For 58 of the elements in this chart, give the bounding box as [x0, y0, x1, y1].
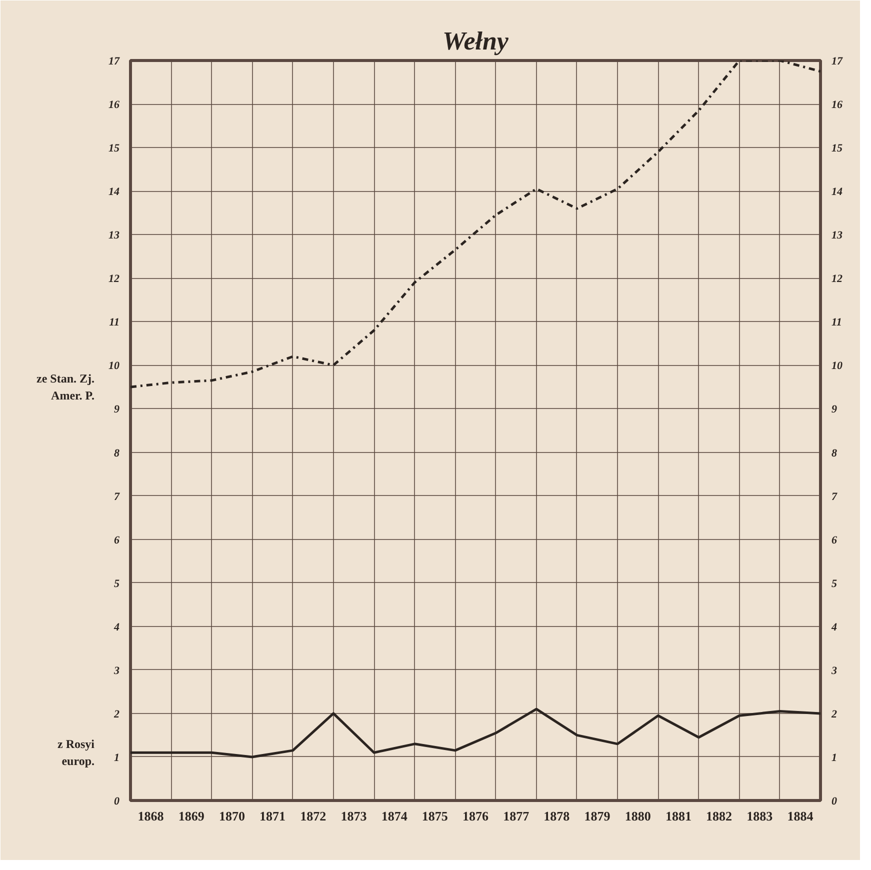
y2-tick-label: 11 [832, 316, 842, 329]
y-tick-label: 8 [114, 447, 120, 460]
y2-tick-label: 2 [830, 708, 838, 720]
y2-tick-label: 14 [832, 186, 843, 198]
y2-tick-label: 10 [832, 360, 843, 372]
text: z Rosyi europ. [58, 737, 96, 768]
x-tick-label: 1868 [138, 808, 164, 824]
y-tick-label: 3 [113, 664, 120, 677]
y-tick-label: 11 [109, 316, 120, 329]
line-series [130, 708, 820, 758]
y-tick-label: 0 [114, 796, 120, 808]
y2-tick-label: 9 [832, 404, 838, 416]
y2-tick-label: 6 [832, 534, 838, 546]
y-tick-label: 4 [113, 621, 120, 634]
y2-tick-label: 8 [832, 447, 838, 460]
y2-tick-label: 16 [832, 99, 843, 112]
y-tick-label: 14 [108, 186, 120, 198]
y-tick-label: 17 [108, 56, 120, 68]
y2-tick-label: 1 [832, 752, 837, 764]
line-series [130, 60, 820, 388]
y2-tick-label: 15 [832, 142, 843, 155]
x-tick-label: 1876 [462, 808, 489, 824]
chart-title: Wełny [442, 26, 509, 56]
x-tick-label: 1878 [544, 808, 570, 824]
y2-tick-label: 0 [832, 796, 838, 808]
x-tick-label: 1881 [665, 808, 692, 824]
x-tick-label: 1884 [787, 808, 814, 824]
y-tick-label: 16 [108, 99, 120, 112]
x-tick-label: 1879 [584, 808, 611, 824]
y2-tick-label: 7 [832, 490, 838, 503]
y-tick-label: 15 [108, 142, 120, 155]
x-tick-label: 1870 [218, 808, 245, 824]
x-tick-label: 1874 [381, 808, 408, 824]
x-tick-label: 1882 [706, 808, 732, 824]
x-tick-label: 1880 [624, 808, 651, 824]
y2-tick-label: 12 [832, 273, 843, 286]
y2-tick-label: 17 [832, 56, 843, 68]
x-tick-label: 1873 [340, 808, 368, 824]
y2-tick-label: 4 [830, 621, 838, 634]
x-tick-label: 1877 [503, 808, 530, 824]
y-tick-label: 1 [114, 752, 120, 764]
x-tick-label: 1869 [178, 808, 205, 824]
y-tick-label: 5 [114, 578, 120, 590]
y-tick-label: 10 [108, 360, 120, 372]
x-tick-label: 1875 [422, 808, 448, 824]
x-tick-label: 1872 [300, 808, 326, 824]
y-tick-label: 13 [108, 230, 120, 242]
x-tick-label: 1871 [260, 808, 286, 824]
y-tick-label: 6 [114, 534, 120, 546]
y-tick-label: 12 [108, 273, 120, 286]
x-tick-label: 1883 [746, 808, 774, 824]
y-tick-label: 7 [114, 490, 120, 503]
y-tick-label: 2 [113, 708, 120, 720]
y2-tick-label: 3 [830, 664, 838, 677]
y2-tick-label: 13 [832, 230, 843, 242]
y2-tick-label: 5 [832, 578, 838, 590]
text: ze Stan. Zj. Amer. P. [36, 372, 95, 402]
y-tick-label: 9 [114, 404, 120, 416]
